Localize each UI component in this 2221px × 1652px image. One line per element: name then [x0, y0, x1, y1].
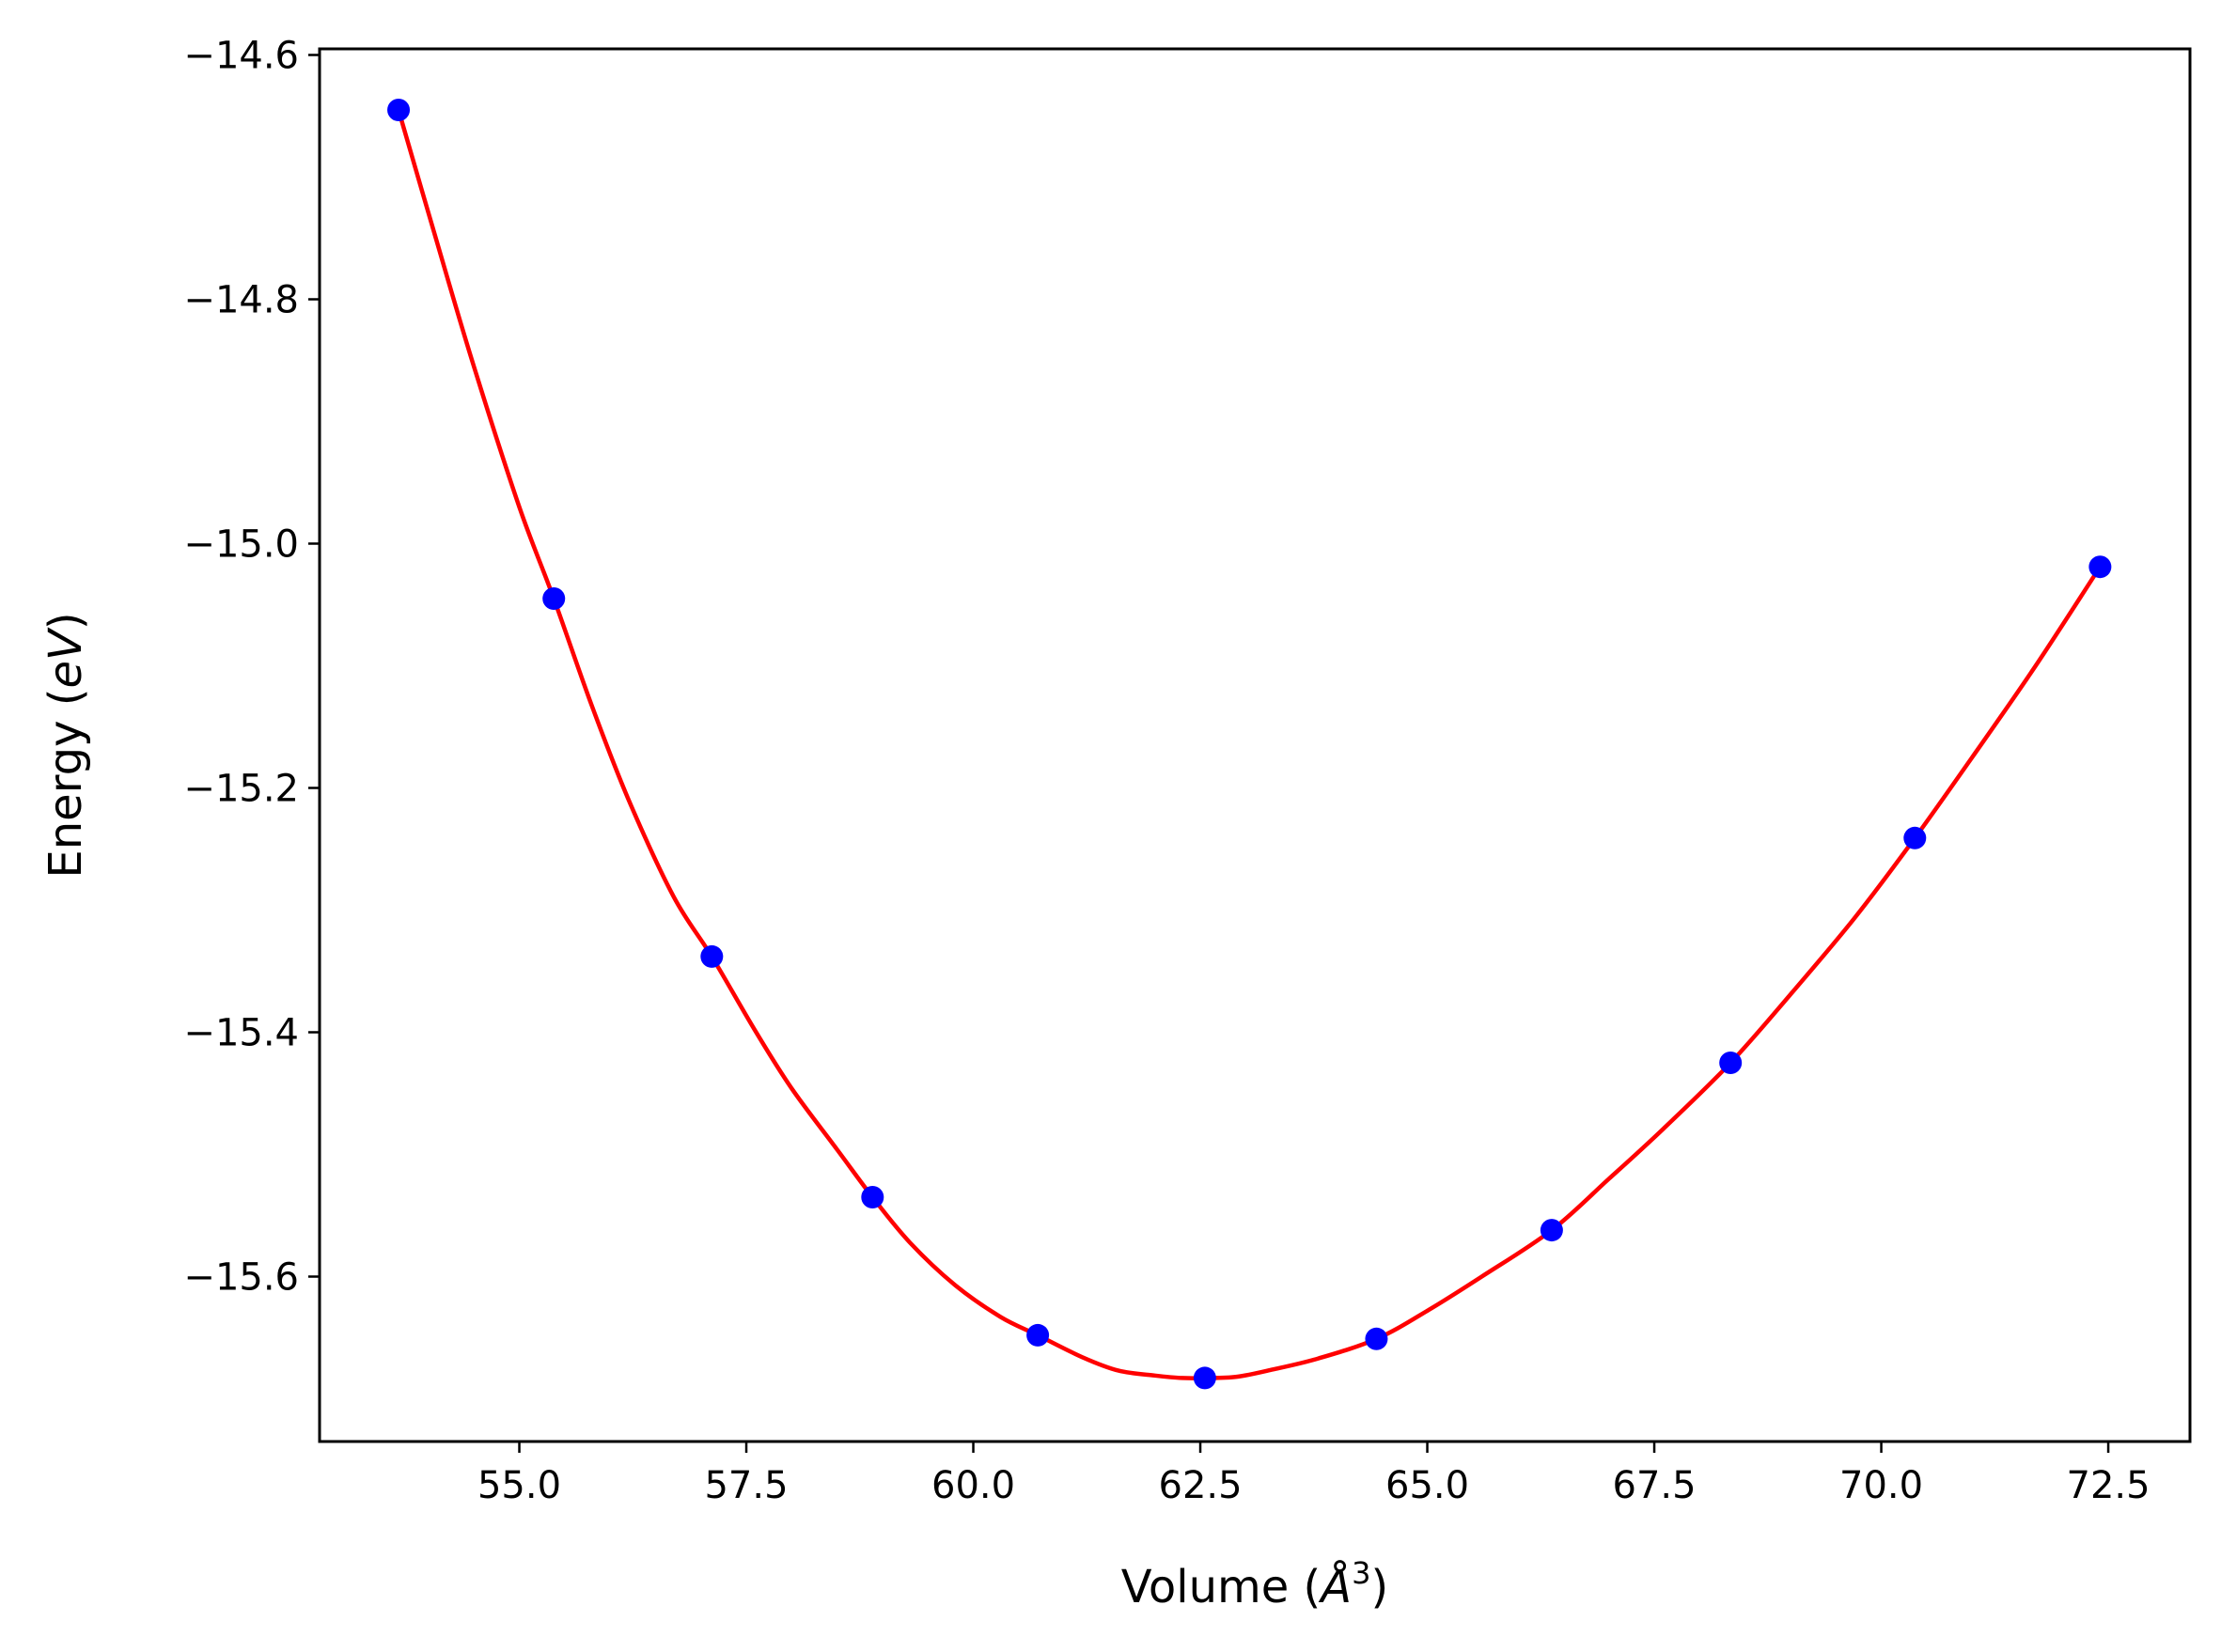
x-axis-title-prefix: Volume ( — [1121, 1561, 1322, 1613]
x-axis-title-exponent: 3 — [1352, 1555, 1370, 1591]
x-axis-title-unit: Å — [1318, 1560, 1352, 1613]
data-point — [1903, 826, 1927, 849]
x-tick-label: 70.0 — [1839, 1464, 1923, 1507]
data-point — [542, 587, 566, 610]
x-tick-label: 72.5 — [2067, 1464, 2151, 1507]
data-point — [2088, 555, 2112, 579]
data-points-layer — [387, 99, 2112, 1390]
fit-curve-layer — [396, 107, 2103, 1380]
y-tick-label: −14.6 — [183, 35, 299, 78]
x-tick-label: 62.5 — [1159, 1464, 1243, 1507]
x-tick-label: 55.0 — [477, 1464, 561, 1507]
y-tick-label: −14.8 — [183, 279, 299, 322]
data-point — [1365, 1327, 1388, 1350]
data-point — [1026, 1323, 1050, 1347]
data-point — [700, 944, 724, 968]
y-axis: −14.6 −14.8 −15.0 −15.2 −15.4 −15.6 — [183, 35, 320, 1300]
data-point — [861, 1186, 884, 1208]
data-point — [1719, 1052, 1743, 1074]
y-tick-label: −15.4 — [183, 1012, 299, 1055]
y-axis-title-prefix: Energy ( — [39, 689, 92, 879]
data-point — [1193, 1366, 1216, 1390]
x-axis-title: Volume (Å3) — [1121, 1555, 1388, 1613]
y-tick-label: −15.0 — [183, 523, 299, 567]
x-axis-title-suffix: ) — [1370, 1561, 1388, 1613]
data-point — [387, 99, 411, 121]
x-tick-label: 67.5 — [1613, 1464, 1697, 1507]
data-point — [1540, 1219, 1563, 1242]
fit-curve-line — [396, 107, 2103, 1380]
y-axis-title: Energy (eV) — [39, 612, 92, 878]
x-tick-label: 57.5 — [704, 1464, 788, 1507]
x-axis: 55.0 57.5 60.0 62.5 65.0 67.5 70.0 72.5 — [477, 1442, 2151, 1507]
y-tick-label: −15.2 — [183, 768, 299, 811]
x-tick-label: 60.0 — [931, 1464, 1015, 1507]
y-tick-label: −15.6 — [183, 1256, 299, 1300]
y-axis-title-suffix: ) — [39, 612, 92, 630]
x-tick-label: 65.0 — [1385, 1464, 1469, 1507]
y-axis-title-unit: eV — [39, 627, 92, 689]
plot-frame — [318, 47, 2192, 1443]
